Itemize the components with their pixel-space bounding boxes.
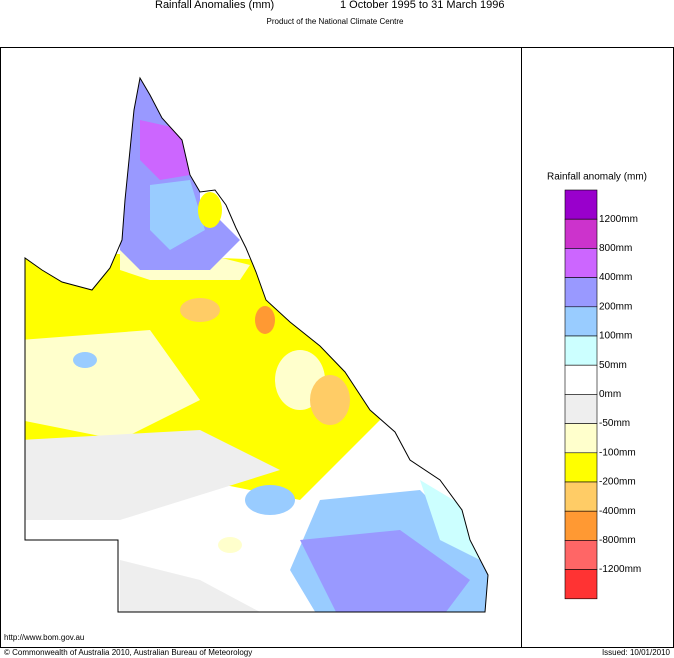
period: 1 October 1995 to 31 March 1996 [340, 0, 505, 11]
legend-swatch [564, 452, 598, 483]
legend-swatch [564, 510, 598, 541]
legend-label: 200mm [599, 301, 632, 312]
copyright: © Commonwealth of Australia 2010, Austra… [4, 648, 252, 657]
legend-swatch [564, 540, 598, 570]
legend-swatch [564, 335, 598, 366]
legend-swatch [564, 423, 598, 454]
legend-label: 800mm [599, 243, 632, 254]
legend-swatch [564, 394, 598, 424]
legend-label: 50mm [599, 360, 627, 371]
legend-label: -50mm [599, 418, 630, 429]
title: Rainfall Anomalies (mm) [155, 0, 274, 11]
legend-title: Rainfall anomaly (mm) [547, 172, 647, 183]
legend-swatch [564, 189, 598, 220]
legend-swatch [564, 481, 598, 512]
legend-swatch [564, 306, 598, 337]
legend-label: -100mm [599, 447, 636, 458]
subtitle: Product of the National Climate Centre [267, 17, 405, 26]
legend-label: -400mm [599, 506, 636, 517]
legend-label: -200mm [599, 477, 636, 488]
legend-label: -800mm [599, 535, 636, 546]
legend-swatch [564, 569, 598, 600]
legend-swatch [564, 364, 598, 395]
legend-label: 100mm [599, 331, 632, 342]
legend-swatch [564, 248, 598, 278]
legend-swatch [564, 277, 598, 308]
issued: Issued: 10/01/2010 [602, 648, 671, 657]
url: http://www.bom.gov.au [4, 633, 84, 642]
legend-label: 1200mm [599, 214, 638, 225]
legend-label: 0mm [599, 389, 621, 400]
anomaly-map [25, 78, 488, 612]
legend-swatch [564, 218, 598, 249]
legend-label: 400mm [599, 272, 632, 283]
legend-label: -1200mm [599, 564, 641, 575]
